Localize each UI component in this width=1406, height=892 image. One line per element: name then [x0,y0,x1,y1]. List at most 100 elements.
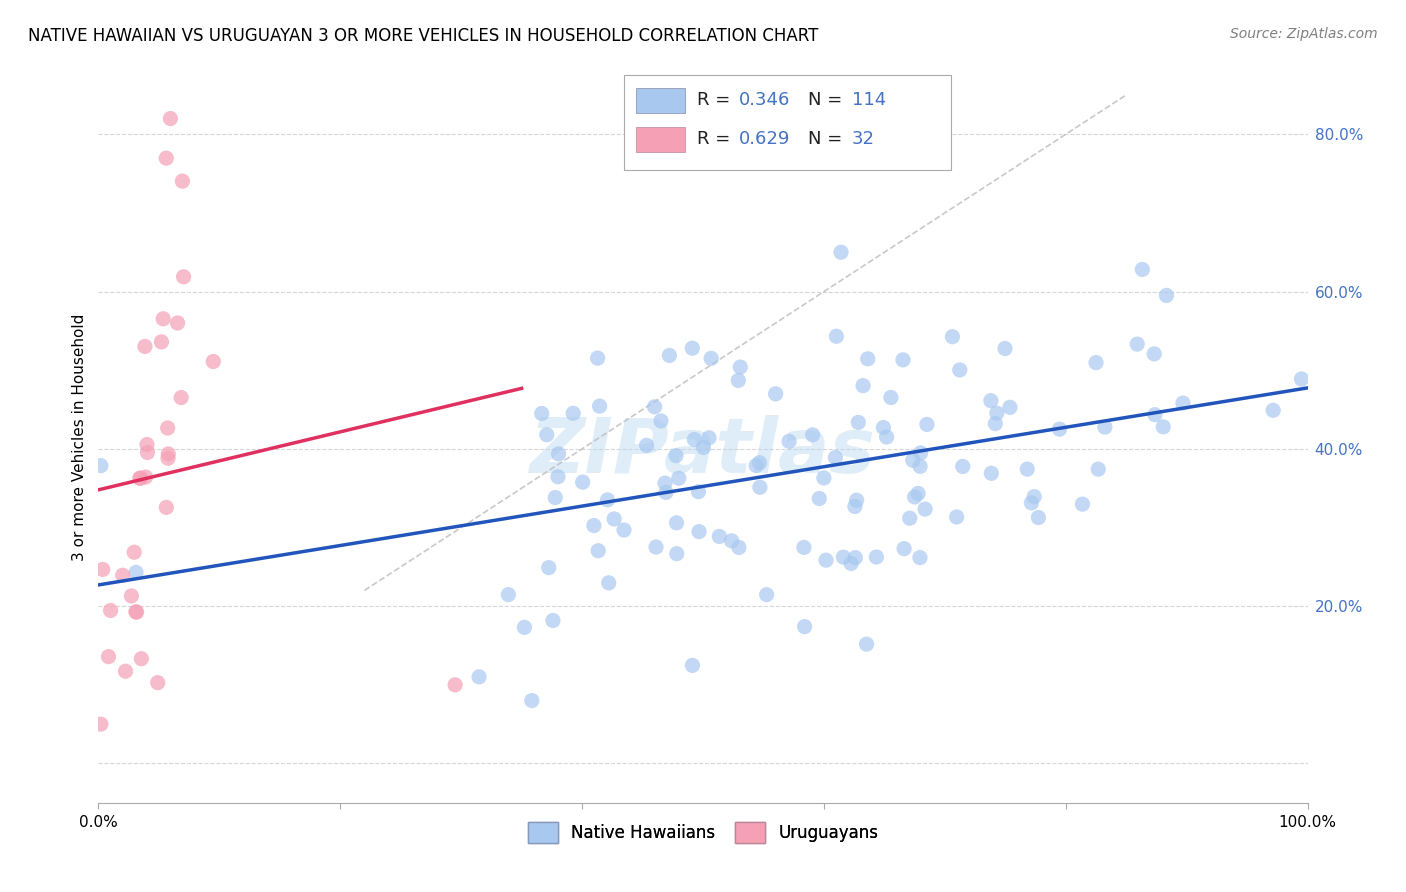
Point [654,476,676,491]
Text: R =: R = [697,91,735,109]
Text: 32: 32 [852,129,875,148]
Point [541,614,564,628]
Point [730,360,752,375]
Point [852,378,875,392]
Point [155,151,177,165]
Point [658,349,681,363]
Point [596,492,619,507]
Point [876,430,898,444]
Point [1028,510,1050,524]
Point [845,493,868,508]
Point [793,620,815,634]
Point [688,484,710,499]
Point [907,486,929,500]
Point [665,547,688,561]
Point [498,588,520,602]
Point [159,112,181,126]
Point [111,568,134,582]
Point [644,400,666,414]
Point [1085,355,1108,369]
Point [700,351,723,366]
Point [692,441,714,455]
Point [468,670,491,684]
FancyBboxPatch shape [624,75,950,170]
Point [613,523,636,537]
Point [562,406,585,420]
Point [727,373,749,387]
Point [202,354,225,368]
Point [880,391,903,405]
Point [544,491,567,505]
Point [801,427,824,442]
Point [520,693,543,707]
Point [1094,420,1116,434]
FancyBboxPatch shape [637,127,685,152]
Point [915,417,938,432]
Text: R =: R = [697,129,735,148]
FancyBboxPatch shape [637,88,685,113]
Point [998,401,1021,415]
Point [1143,347,1166,361]
Point [1126,337,1149,351]
Point [1071,497,1094,511]
Text: N =: N = [808,91,848,109]
Legend: Native Hawaiians, Uruguayans: Native Hawaiians, Uruguayans [522,815,884,849]
Point [97,649,120,664]
Point [949,363,972,377]
Point [910,446,932,460]
Text: 114: 114 [852,91,886,109]
Text: 0.629: 0.629 [740,129,790,148]
Point [582,518,605,533]
Point [748,456,770,470]
Point [655,485,678,500]
Point [681,341,703,355]
Point [901,453,924,467]
Point [824,450,846,465]
Point [748,480,770,494]
Point [755,588,778,602]
Point [1143,408,1166,422]
Point [980,467,1002,481]
Point [1171,396,1194,410]
Point [173,269,195,284]
Point [125,605,148,619]
Point [839,557,862,571]
Point [90,717,112,731]
Point [146,675,169,690]
Point [131,651,153,665]
Point [697,431,720,445]
Text: N =: N = [808,129,848,148]
Point [157,447,180,461]
Point [136,437,159,451]
Point [603,512,626,526]
Point [150,334,173,349]
Point [681,658,703,673]
Point [157,451,180,466]
Point [586,543,609,558]
Point [156,421,179,435]
Point [650,414,672,428]
Point [152,311,174,326]
Point [952,459,974,474]
Point [571,475,593,490]
Point [636,438,658,452]
Point [793,541,815,555]
Point [1291,372,1313,386]
Point [444,678,467,692]
Point [683,433,706,447]
Point [1049,422,1071,436]
Point [155,500,177,515]
Point [865,549,887,564]
Point [844,550,866,565]
Text: ZIPatlas: ZIPatlas [530,415,876,489]
Point [914,502,936,516]
Point [855,637,877,651]
Point [537,560,560,574]
Text: 0.346: 0.346 [740,91,790,109]
Point [1152,420,1174,434]
Point [536,427,558,442]
Point [90,458,112,473]
Point [945,510,967,524]
Point [598,575,620,590]
Point [994,342,1017,356]
